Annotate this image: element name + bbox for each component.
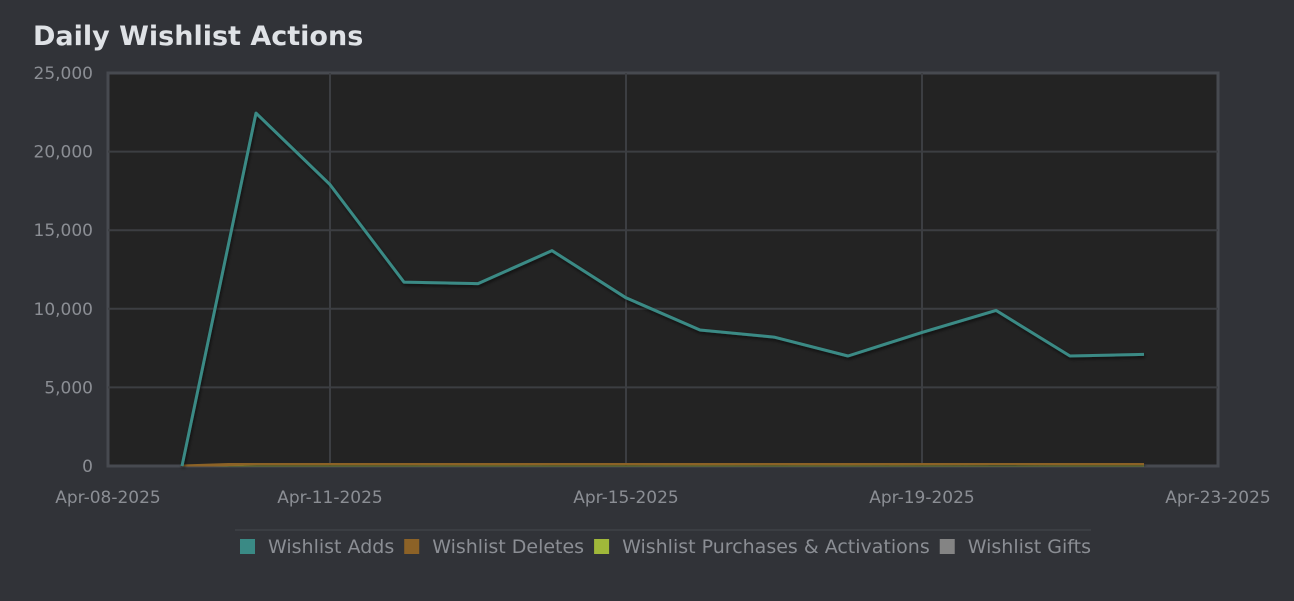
y-tick-label: 10,000 (34, 300, 93, 320)
x-tick-label: Apr-15-2025 (573, 488, 679, 508)
legend[interactable]: Wishlist Adds Wishlist Deletes Wishlist Pu… (240, 536, 1091, 558)
legend-label: Wishlist Purchases & Activations (622, 536, 930, 558)
legend-label: Wishlist Deletes (432, 536, 584, 558)
series-lines (180, 111, 1145, 468)
x-axis: Apr-08-2025 Apr-11-2025 Apr-15-2025 Apr-19-… (55, 488, 1271, 508)
x-tick-label: Apr-11-2025 (277, 488, 383, 508)
legend-swatch (240, 539, 255, 554)
legend-item-wishlist-adds[interactable]: Wishlist Adds (240, 536, 394, 558)
y-axis: 0 5,000 10,000 15,000 20,000 25,000 (34, 64, 93, 477)
legend-item-wishlist-deletes[interactable]: Wishlist Deletes (404, 536, 584, 558)
chart-title: Daily Wishlist Actions (33, 21, 363, 52)
x-tick-label: Apr-19-2025 (869, 488, 975, 508)
gridlines (108, 73, 1218, 466)
x-tick-label: Apr-08-2025 (55, 488, 161, 508)
legend-item-wishlist-gifts[interactable]: Wishlist Gifts (939, 536, 1091, 558)
legend-label: Wishlist Gifts (968, 536, 1091, 558)
y-tick-label: 15,000 (34, 221, 93, 241)
legend-swatch (939, 539, 955, 554)
series-line-wishlist-adds (180, 111, 1145, 467)
legend-item-wishlist-purchases-activations[interactable]: Wishlist Purchases & Activations (594, 536, 930, 558)
legend-swatch (404, 539, 420, 554)
series-line-wishlist-deletes (181, 462, 1144, 468)
x-tick-label: Apr-23-2025 (1165, 488, 1271, 508)
y-tick-label: 20,000 (34, 143, 93, 163)
y-tick-label: 25,000 (34, 64, 93, 84)
y-tick-label: 5,000 (44, 378, 93, 398)
legend-swatch (594, 539, 610, 554)
y-tick-label: 0 (82, 457, 93, 477)
plot-area (106, 71, 1220, 468)
legend-label: Wishlist Adds (268, 536, 394, 558)
